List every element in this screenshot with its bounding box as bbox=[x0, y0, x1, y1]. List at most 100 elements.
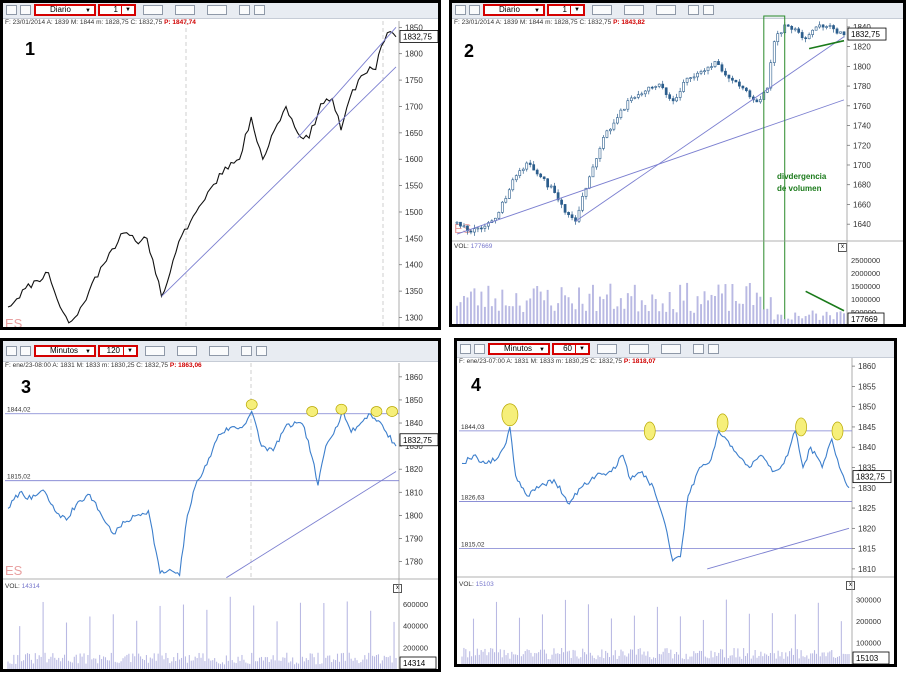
sigma-icon[interactable] bbox=[693, 344, 704, 354]
candle bbox=[553, 185, 556, 193]
timeframe-select[interactable]: Minutos ▼ bbox=[34, 345, 96, 357]
cursor-icon[interactable] bbox=[656, 5, 676, 15]
candle bbox=[574, 217, 577, 222]
volume-bar bbox=[532, 656, 534, 664]
trash-icon[interactable] bbox=[474, 344, 485, 354]
volume-bar bbox=[724, 284, 727, 324]
window-icon[interactable] bbox=[6, 346, 17, 356]
volume-bar bbox=[654, 299, 657, 324]
period-input[interactable]: 120 ▼ bbox=[98, 345, 138, 357]
volume-bar bbox=[610, 618, 612, 664]
chart-type-icon[interactable] bbox=[143, 5, 163, 15]
cursor-icon[interactable] bbox=[207, 5, 227, 15]
price-chart[interactable]: 1840 1820 1800 1780 1760 1740 1720 1700 1680 1660… bbox=[452, 3, 906, 327]
volume-bar bbox=[658, 311, 661, 324]
period-input[interactable]: 1 ▼ bbox=[547, 4, 585, 16]
close-icon[interactable]: x bbox=[393, 584, 402, 593]
volume-bar bbox=[15, 663, 17, 669]
volume-bar bbox=[737, 648, 739, 664]
price-chart[interactable]: 1850 1800 1750 1700 1650 1600 1550 1500 1450 1400… bbox=[3, 3, 441, 330]
print-icon[interactable] bbox=[256, 346, 267, 356]
timeframe-select[interactable]: Diario ▼ bbox=[483, 4, 545, 16]
volume-bar bbox=[241, 654, 243, 669]
indicators-icon[interactable] bbox=[629, 344, 649, 354]
panel-number: 1 bbox=[25, 39, 36, 59]
volume-bar bbox=[833, 657, 835, 664]
volume-bar bbox=[727, 658, 729, 664]
chart-type-icon[interactable] bbox=[145, 346, 165, 356]
chart-type-icon[interactable] bbox=[592, 5, 612, 15]
chevron-down-icon[interactable]: ▼ bbox=[570, 5, 583, 15]
volume-bar bbox=[762, 309, 765, 324]
print-icon[interactable] bbox=[708, 344, 719, 354]
volume-bar bbox=[218, 663, 220, 669]
volume-bar bbox=[723, 657, 726, 664]
cursor-icon[interactable] bbox=[209, 346, 229, 356]
volume-bar bbox=[346, 601, 348, 669]
volume-bar bbox=[507, 653, 509, 664]
trash-icon[interactable] bbox=[469, 5, 480, 15]
candle bbox=[678, 91, 682, 98]
chart-type-icon[interactable] bbox=[597, 344, 617, 354]
y-tick-label: 1820 bbox=[853, 43, 871, 52]
volume-bar bbox=[756, 657, 758, 664]
close-icon[interactable]: x bbox=[846, 581, 855, 590]
indicators-icon[interactable] bbox=[175, 5, 195, 15]
price-chart[interactable]: 1860 1855 1850 1845 1840 1835 1830 1825 1820 1815… bbox=[457, 341, 897, 667]
symbol-watermark: ES bbox=[454, 221, 472, 236]
volume-label: VOL: 177669 bbox=[454, 243, 493, 250]
timeframe-select[interactable]: Minutos ▼ bbox=[488, 343, 550, 355]
volume-bar bbox=[605, 294, 608, 324]
candle bbox=[769, 62, 773, 89]
close-icon[interactable]: x bbox=[838, 243, 847, 252]
volume-bar bbox=[486, 655, 488, 664]
y-tick-label: 1350 bbox=[405, 287, 423, 296]
chevron-down-icon[interactable]: ▼ bbox=[575, 344, 588, 354]
volume-bar bbox=[530, 652, 532, 664]
volume-bar bbox=[571, 303, 574, 324]
print-icon[interactable] bbox=[254, 5, 265, 15]
period-input[interactable]: 1 ▼ bbox=[98, 4, 136, 16]
candle bbox=[619, 109, 623, 118]
indicators-icon[interactable] bbox=[177, 346, 197, 356]
candle bbox=[703, 70, 706, 73]
sigma-icon[interactable] bbox=[241, 346, 252, 356]
volume-bar bbox=[249, 663, 251, 669]
y-tick-label: 1840 bbox=[405, 419, 423, 428]
volume-bar bbox=[255, 661, 257, 669]
volume-bar bbox=[585, 654, 588, 664]
trash-icon[interactable] bbox=[20, 5, 31, 15]
candle bbox=[818, 24, 821, 28]
volume-bar bbox=[87, 655, 89, 669]
volume-bar bbox=[829, 651, 831, 664]
sigma-icon[interactable] bbox=[239, 5, 250, 15]
volume-bar bbox=[846, 654, 848, 664]
trash-icon[interactable] bbox=[20, 346, 31, 356]
window-icon[interactable] bbox=[455, 5, 466, 15]
candle bbox=[643, 90, 647, 95]
volume-bar bbox=[157, 653, 159, 669]
sigma-icon[interactable] bbox=[688, 5, 699, 15]
chevron-down-icon[interactable]: ▼ bbox=[121, 5, 134, 15]
window-icon[interactable] bbox=[6, 5, 17, 15]
volume-bar bbox=[315, 664, 317, 669]
volume-bar bbox=[626, 293, 629, 324]
window-icon[interactable] bbox=[460, 344, 471, 354]
volume-bar bbox=[733, 648, 735, 664]
period-input[interactable]: 60 ▼ bbox=[552, 343, 590, 355]
price-chart[interactable]: 1860 1850 1840 1830 1820 1810 1800 1790 1780 1844… bbox=[3, 341, 441, 672]
cursor-icon[interactable] bbox=[661, 344, 681, 354]
print-icon[interactable] bbox=[703, 5, 714, 15]
volume-bar bbox=[219, 663, 222, 669]
candle bbox=[839, 31, 842, 34]
indicators-icon[interactable] bbox=[624, 5, 644, 15]
volume-bar bbox=[584, 652, 586, 664]
candle bbox=[724, 70, 727, 76]
y-tick-label: 1845 bbox=[858, 423, 876, 432]
candle bbox=[825, 26, 828, 28]
ohlc-info: F: 23/01/2014 A: 1839 M: 1844 m: 1828,75… bbox=[5, 19, 196, 26]
volume-bar bbox=[754, 649, 756, 664]
timeframe-select[interactable]: Diario ▼ bbox=[34, 4, 96, 16]
chevron-down-icon[interactable]: ▼ bbox=[123, 346, 136, 356]
volume-bar bbox=[581, 303, 584, 324]
